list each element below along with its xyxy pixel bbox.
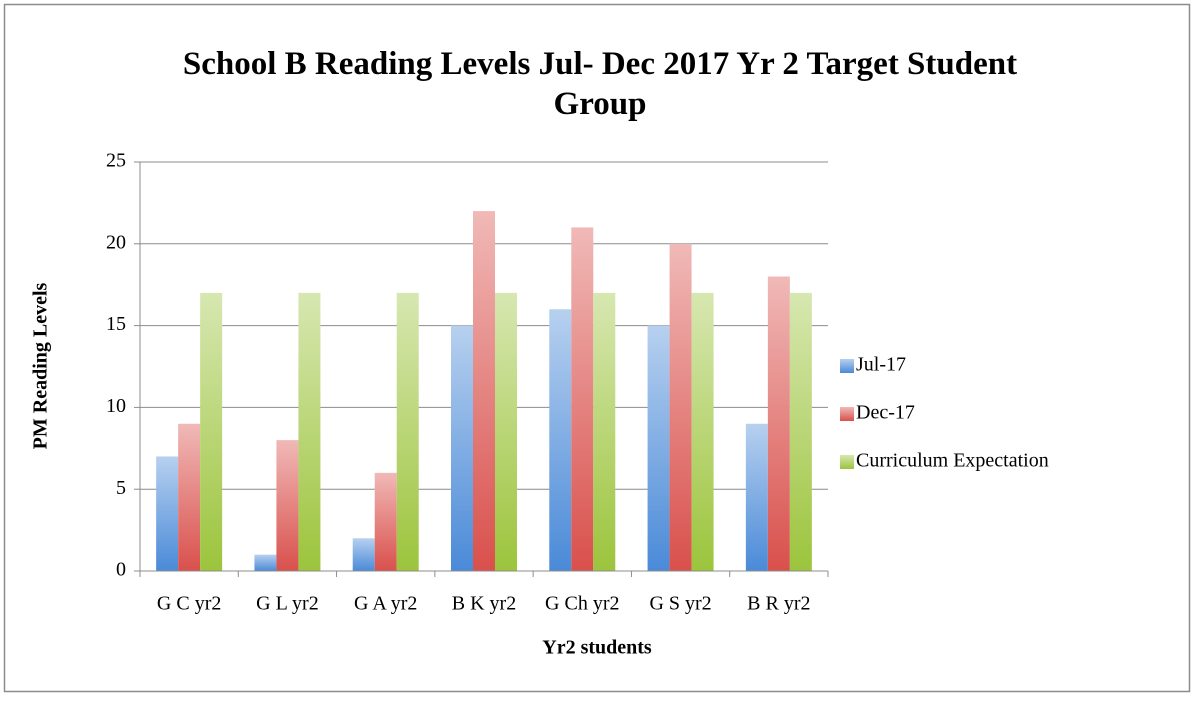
y-tick-label: 20 <box>106 231 126 253</box>
bar <box>156 456 179 571</box>
legend-label: Jul-17 <box>856 354 906 376</box>
y-tick-label: 15 <box>106 313 126 335</box>
bar <box>254 554 277 571</box>
x-axis-label: Yr2 students <box>542 637 652 659</box>
legend-label: Dec-17 <box>856 402 915 424</box>
bar <box>571 227 594 571</box>
x-tick-label: G Ch yr2 <box>545 593 619 615</box>
bar <box>549 309 572 571</box>
legend-swatch <box>840 359 854 373</box>
bar <box>473 211 495 571</box>
x-tick-label: B K yr2 <box>452 593 516 615</box>
bar <box>276 440 299 571</box>
chart-title: School B Reading Levels Jul- Dec 2017 Yr… <box>182 46 1018 122</box>
y-tick-label: 0 <box>116 559 126 581</box>
bar <box>178 423 201 571</box>
y-axis-label: PM Reading Levels <box>30 282 52 449</box>
y-tick-label: 25 <box>106 150 126 172</box>
bar <box>352 538 375 571</box>
legend-swatch <box>840 455 854 469</box>
x-tick-label: G L yr2 <box>256 593 319 615</box>
bar <box>691 292 714 571</box>
bar <box>767 276 790 571</box>
bar <box>745 423 768 571</box>
bar <box>200 292 223 571</box>
legend-label: Curriculum Expectation <box>856 450 1049 472</box>
bar <box>669 243 692 572</box>
x-tick-label: G C yr2 <box>157 593 221 615</box>
bar <box>374 472 397 571</box>
bar <box>298 292 321 571</box>
x-tick-label: G A yr2 <box>354 593 417 615</box>
y-tick-label: 5 <box>116 477 126 499</box>
bar <box>593 292 616 571</box>
bar <box>647 325 670 571</box>
x-tick-label: G S yr2 <box>649 593 711 615</box>
y-tick-label: 10 <box>106 395 126 417</box>
x-tick-label: B R yr2 <box>747 593 810 615</box>
bar <box>495 292 517 571</box>
bar <box>451 325 473 571</box>
chart-border <box>3 3 1191 693</box>
legend-swatch <box>840 407 854 421</box>
bar <box>789 292 812 571</box>
bar <box>396 292 419 571</box>
